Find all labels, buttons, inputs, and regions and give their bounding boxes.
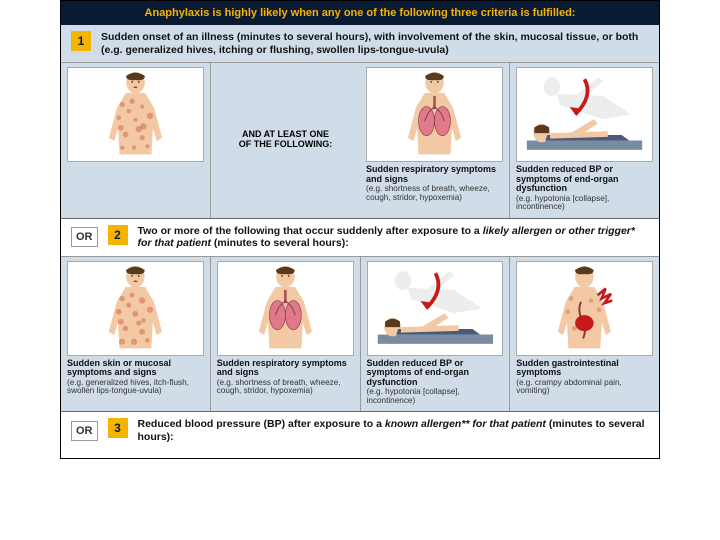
row2-cell-0: Sudden skin or mucosal symptoms and sign…: [61, 257, 211, 412]
caption-title: Sudden skin or mucosal symptoms and sign…: [67, 359, 204, 378]
or-label-3: OR: [71, 421, 98, 441]
caption-title: Sudden reduced BP or symptoms of end-org…: [367, 359, 504, 387]
criterion-1-header: 1 Sudden onset of an illness (minutes to…: [61, 25, 659, 62]
figure-hives: [67, 261, 204, 356]
caption-detail: (e.g. shortness of breath, wheeze, cough…: [217, 379, 354, 396]
row1-cell-3: Sudden reduced BP or symptoms of end-org…: [510, 63, 659, 218]
figure-gi: [516, 261, 653, 356]
mid-label-text: AND AT LEAST ONEOF THE FOLLOWING:: [239, 129, 333, 149]
criterion-2-header: OR 2 Two or more of the following that o…: [61, 218, 659, 256]
criterion-2-number: 2: [108, 225, 128, 245]
caption-title: Sudden gastrointestinal symptoms: [516, 359, 653, 378]
row2-cell-2: Sudden reduced BP or symptoms of end-org…: [361, 257, 511, 412]
header-bar: Anaphylaxis is highly likely when any on…: [61, 1, 659, 25]
figure-bp: [367, 261, 504, 356]
row2-cell-1: Sudden respiratory symptoms and signs (e…: [211, 257, 361, 412]
caption-detail: (e.g. generalized hives, itch-flush, swo…: [67, 379, 204, 396]
figure-lungs: [366, 67, 503, 162]
criterion-3-number: 3: [108, 418, 128, 438]
criterion-3-text: Reduced blood pressure (BP) after exposu…: [138, 418, 650, 443]
criterion-1-text: Sudden onset of an illness (minutes to s…: [101, 31, 649, 56]
caption-title: Sudden respiratory symptoms and signs: [217, 359, 354, 378]
caption-detail: (e.g. crampy abdominal pain, vomiting): [516, 379, 653, 396]
row-1: AND AT LEAST ONEOF THE FOLLOWING: Sudden…: [61, 62, 659, 218]
infographic-frame: Anaphylaxis is highly likely when any on…: [60, 0, 660, 459]
caption-detail: (e.g. hypotonia [collapse], incontinence…: [516, 195, 653, 212]
criterion-1-number: 1: [71, 31, 91, 51]
row1-cell-2: Sudden respiratory symptoms and signs (e…: [360, 63, 510, 218]
figure-lungs: [217, 261, 354, 356]
caption-detail: (e.g. hypotonia [collapse], incontinence…: [367, 388, 504, 405]
criterion-3-header: OR 3 Reduced blood pressure (BP) after e…: [61, 411, 659, 457]
row1-cell-0: [61, 63, 211, 218]
caption-detail: (e.g. shortness of breath, wheeze, cough…: [366, 185, 503, 202]
caption-title: Sudden respiratory symptoms and signs: [366, 165, 503, 184]
caption-title: Sudden reduced BP or symptoms of end-org…: [516, 165, 653, 193]
or-label-2: OR: [71, 227, 98, 247]
criterion-2-text: Two or more of the following that occur …: [138, 225, 650, 250]
and-at-least-one-label: AND AT LEAST ONEOF THE FOLLOWING:: [211, 63, 360, 218]
row-2: Sudden skin or mucosal symptoms and sign…: [61, 256, 659, 412]
figure-hives: [67, 67, 204, 162]
row2-cell-3: Sudden gastrointestinal symptoms (e.g. c…: [510, 257, 659, 412]
figure-bp: [516, 67, 653, 162]
